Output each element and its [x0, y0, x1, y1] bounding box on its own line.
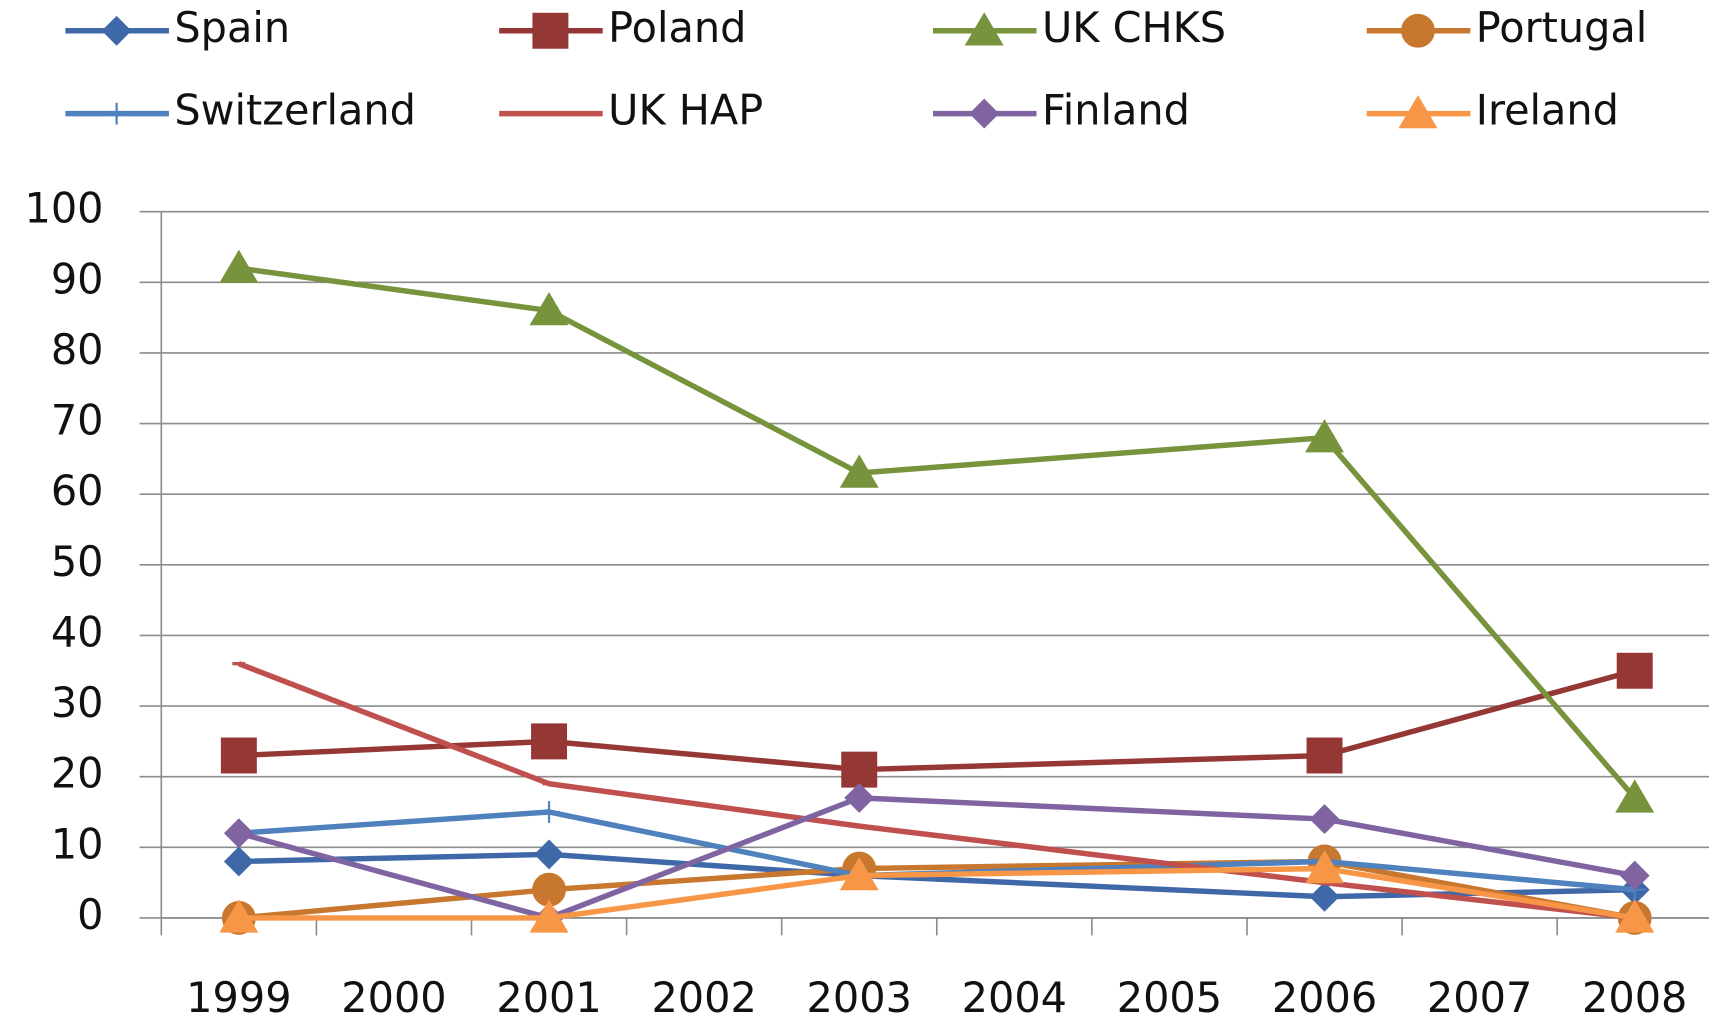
- marker: [1615, 779, 1655, 813]
- marker: [219, 249, 259, 283]
- marker: [964, 12, 1004, 46]
- y-tick-label: 10: [51, 820, 104, 868]
- legend-entry: Spain: [65, 4, 290, 52]
- marker: [105, 102, 128, 125]
- marker: [1401, 13, 1435, 48]
- marker: [532, 12, 569, 49]
- y-tick-label: 20: [51, 750, 104, 798]
- marker: [534, 839, 564, 870]
- x-tick-label: 2000: [341, 974, 446, 1022]
- marker: [839, 454, 879, 488]
- series-line: [238, 668, 1636, 773]
- y-tick-label: 0: [77, 891, 103, 939]
- x-tick-label: 2004: [962, 974, 1067, 1022]
- marker: [839, 857, 879, 891]
- y-tick-label: 30: [51, 679, 104, 727]
- marker: [1305, 419, 1345, 453]
- legend-label: Spain: [174, 4, 290, 52]
- marker: [529, 292, 569, 326]
- marker: [220, 737, 257, 774]
- legend-entry: Finland: [932, 87, 1190, 135]
- legend-label: Switzerland: [174, 87, 416, 135]
- legend-label: UK CHKS: [1042, 4, 1226, 52]
- marker: [531, 723, 568, 760]
- x-tick-label: 2003: [807, 974, 912, 1022]
- y-tick-label: 100: [24, 185, 103, 233]
- legend-label: Finland: [1042, 87, 1190, 135]
- y-tick-label: 70: [51, 397, 104, 445]
- y-tick-label: 50: [51, 538, 104, 586]
- marker: [1309, 881, 1340, 912]
- legend-entry: UK HAP: [499, 87, 763, 135]
- marker: [1616, 652, 1653, 689]
- marker: [1619, 860, 1650, 891]
- x-tick-label: 1999: [186, 974, 291, 1022]
- marker: [844, 782, 875, 813]
- legend-entry: Portugal: [1366, 4, 1648, 52]
- y-tick-label: 80: [51, 326, 104, 374]
- marker: [841, 751, 878, 788]
- legend-label: UK HAP: [608, 87, 763, 135]
- marker: [1305, 849, 1345, 884]
- x-tick-label: 2008: [1582, 974, 1687, 1022]
- marker: [1398, 95, 1438, 129]
- marker: [969, 98, 1000, 129]
- marker: [219, 899, 259, 933]
- y-tick-label: 40: [51, 608, 104, 656]
- legend-entry: Switzerland: [65, 87, 416, 135]
- marker: [223, 818, 254, 849]
- marker: [1615, 899, 1655, 933]
- x-tick-label: 2001: [496, 974, 601, 1022]
- y-tick-label: 60: [51, 467, 104, 515]
- legend-entry: Ireland: [1366, 87, 1619, 135]
- marker: [101, 15, 132, 46]
- x-tick-label: 2006: [1272, 974, 1377, 1022]
- legend-label: Ireland: [1476, 87, 1619, 135]
- legend-label: Portugal: [1476, 4, 1648, 52]
- x-tick-label: 2007: [1427, 974, 1532, 1022]
- x-tick-label: 2005: [1117, 974, 1222, 1022]
- marker: [529, 899, 569, 933]
- marker: [223, 846, 254, 877]
- marker: [538, 801, 560, 823]
- legend-entry: UK CHKS: [932, 4, 1226, 52]
- x-tick-label: 2002: [651, 974, 756, 1022]
- marker: [1309, 804, 1340, 835]
- y-tick-label: 90: [51, 255, 104, 303]
- series-line: [238, 265, 1637, 800]
- legend-label: Poland: [608, 4, 746, 52]
- marker: [1306, 737, 1343, 774]
- legend-entry: Poland: [499, 4, 746, 52]
